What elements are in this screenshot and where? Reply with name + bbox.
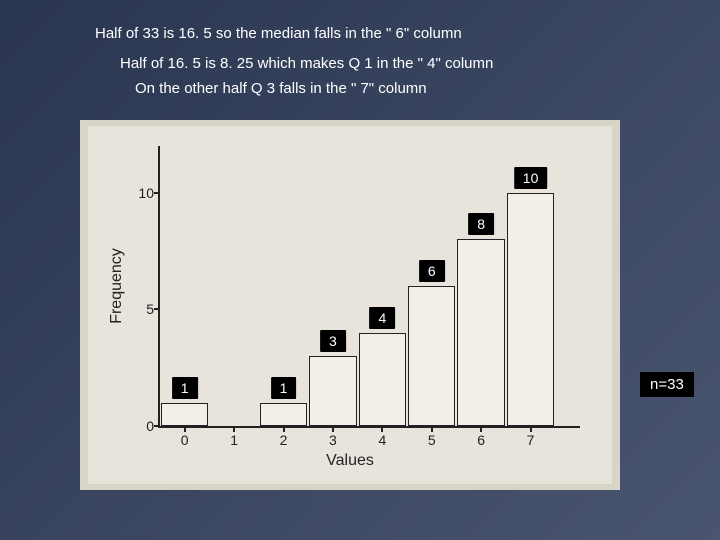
y-axis-label: Frequency [108,248,126,324]
y-tick-label: 0 [130,418,154,434]
x-tick-mark [431,426,433,432]
x-tick-label: 3 [329,432,337,448]
histogram-bar [359,333,406,426]
y-tick-mark [154,425,160,427]
histogram-bar [309,356,356,426]
bar-value-badge: 4 [369,307,395,329]
y-tick-label: 10 [130,185,154,201]
x-tick-mark [381,426,383,432]
y-tick-label: 5 [130,301,154,317]
x-tick-label: 4 [378,432,386,448]
plot-area: 05100123456711346810 [158,146,580,428]
n-count-badge: n=33 [640,372,694,397]
note-line-0: Half of 33 is 16. 5 so the median falls … [95,25,462,42]
x-tick-mark [233,426,235,432]
bar-value-badge: 8 [468,213,494,235]
x-tick-mark [184,426,186,432]
bar-value-badge: 3 [320,330,346,352]
histogram-bar [408,286,455,426]
histogram-bar [507,193,554,426]
x-tick-mark [530,426,532,432]
x-tick-label: 1 [230,432,238,448]
x-tick-mark [480,426,482,432]
histogram-bar [457,239,504,426]
x-tick-mark [332,426,334,432]
bar-value-badge: 1 [271,377,297,399]
x-tick-label: 5 [428,432,436,448]
y-tick-mark [154,192,160,194]
x-tick-label: 7 [527,432,535,448]
note-line-1: Half of 16. 5 is 8. 25 which makes Q 1 i… [120,55,493,72]
note-line-2: On the other half Q 3 falls in the " 7" … [135,80,427,97]
bar-value-badge: 1 [172,377,198,399]
x-tick-label: 6 [477,432,485,448]
y-tick-mark [154,308,160,310]
bar-value-badge: 10 [514,167,548,189]
x-tick-label: 0 [181,432,189,448]
x-axis-label: Values [326,452,374,470]
histogram-bar [161,403,208,426]
bar-value-badge: 6 [419,260,445,282]
x-tick-label: 2 [280,432,288,448]
chart-inner: 0 5 10 0 1 2 3 4 5 6 7 1 1 3 4 6 8 10 Frequency Values [88,126,612,484]
chart-container: 0 5 10 0 1 2 3 4 5 6 7 1 1 3 4 6 8 10 Frequency Values [80,120,620,490]
x-tick-mark [283,426,285,432]
histogram-bar [260,403,307,426]
